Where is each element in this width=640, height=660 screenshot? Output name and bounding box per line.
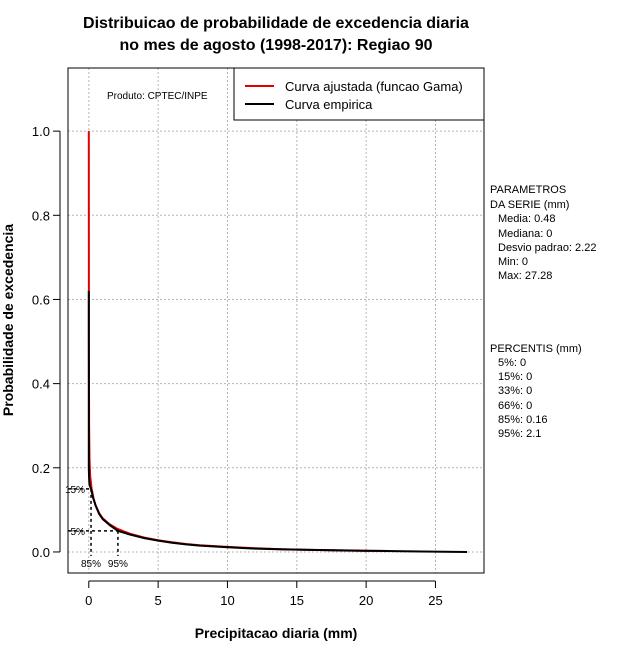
y-tick-label-1: 0.2 [32,461,50,476]
percentile-x-label-0: 85% [81,559,101,570]
chart-title-line1: Distribuicao de probabilidade de exceden… [83,15,469,32]
params-title-1: PARAMETROS [490,184,566,196]
y-tick-label-3: 0.6 [32,292,50,307]
side-panel: PARAMETROS DA SERIE (mm) Media: 0.48 Med… [490,184,596,440]
percentil-95: 95%: 2.1 [498,428,541,440]
data-series [87,131,468,553]
x-tick-label-4: 20 [359,593,373,608]
x-tick-label-2: 10 [220,593,234,608]
legend-label-empirical: Curva empirica [285,97,373,112]
param-stddev: Desvio padrao: 2.22 [498,242,596,254]
params-title-2: DA SERIE (mm) [490,199,569,211]
x-axis-title: Precipitacao diaria (mm) [195,625,358,641]
grid-lines [68,68,484,573]
y-tick-label-0: 0.0 [32,545,50,560]
param-min: Min: 0 [498,256,528,268]
percentis-title: PERCENTIS (mm) [490,343,582,355]
y-tick-label-2: 0.4 [32,377,50,392]
x-tick-label-1: 5 [155,593,162,608]
series-empirical-line [87,291,468,553]
percentile-y-label-1: 5% [71,527,86,538]
percentil-85: 85%: 0.16 [498,414,548,426]
x-axis: 0 5 10 15 20 25 [85,580,443,608]
param-median: Mediana: 0 [498,228,552,240]
percentil-15: 15%: 0 [498,371,532,383]
percentile-markers: 15% 85% 5% 95% [65,485,128,570]
legend-box [233,67,485,121]
legend-label-fitted: Curva ajustada (funcao Gama) [285,79,463,94]
product-label: Produto: CPTEC/INPE [107,91,208,102]
percentil-66: 66%: 0 [498,400,532,412]
param-max: Max: 27.28 [498,270,552,282]
percentil-33: 33%: 0 [498,385,532,397]
percentil-5: 5%: 0 [498,357,526,369]
y-tick-label-4: 0.8 [32,208,50,223]
y-axis: 0.0 0.2 0.4 0.6 0.8 1.0 [32,124,61,560]
chart-title-line2: no mes de agosto (1998-2017): Regiao 90 [120,37,433,54]
percentile-x-label-1: 95% [108,559,128,570]
y-tick-label-5: 1.0 [32,124,50,139]
legend: Curva ajustada (funcao Gama) Curva empir… [233,67,485,121]
param-mean: Media: 0.48 [498,213,555,225]
plot-frame [67,67,485,574]
series-fitted-gamma-line [87,131,387,553]
y-axis-title: Probabilidade de excedencia [0,224,16,416]
x-tick-label-3: 15 [290,593,304,608]
x-tick-label-5: 25 [428,593,442,608]
x-tick-label-0: 0 [85,593,92,608]
percentile-y-label-0: 15% [65,485,85,496]
